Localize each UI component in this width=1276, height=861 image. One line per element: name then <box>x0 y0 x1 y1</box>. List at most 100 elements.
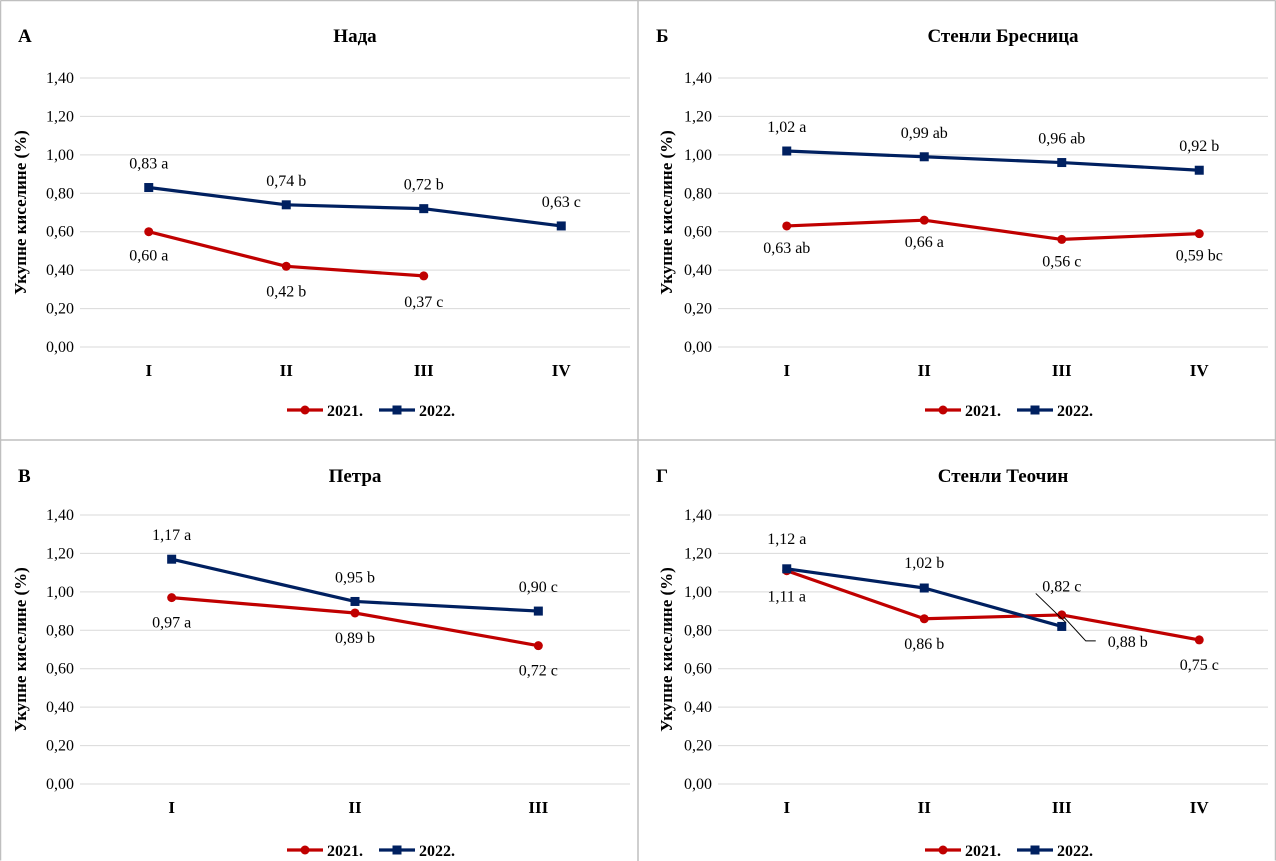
data-point-square <box>144 183 154 193</box>
data-point-square <box>1057 621 1067 631</box>
legend-label: 2022. <box>419 843 455 860</box>
data-point-circle <box>782 221 792 231</box>
data-point-circle <box>144 227 154 237</box>
data-label: 0,66 a <box>905 234 944 251</box>
data-point-square <box>782 564 792 574</box>
data-label: 0,95 b <box>335 569 375 586</box>
legend-marker-circle <box>300 405 310 415</box>
data-point-circle <box>533 641 543 651</box>
series-line-2021 <box>786 218 1200 241</box>
legend-marker-square <box>1030 845 1040 855</box>
data-point-square <box>419 204 429 214</box>
data-label: 0,90 c <box>519 579 558 596</box>
y-tick-label: 1,00 <box>684 584 712 601</box>
data-point-circle <box>167 593 177 603</box>
y-tick-label: 1,20 <box>46 545 74 562</box>
panel-letter: А <box>18 26 32 47</box>
data-label: 0,86 b <box>904 636 944 653</box>
y-tick-label: 0,00 <box>684 339 712 356</box>
leader-line <box>1035 593 1067 623</box>
x-tick-label: IV <box>1190 798 1210 817</box>
y-tick-label: 0,40 <box>46 699 74 716</box>
y-tick-label: 0,20 <box>46 738 74 755</box>
data-point-square <box>1057 158 1067 168</box>
data-point-square <box>919 583 929 593</box>
y-axis-title: Укупне киселине (%) <box>11 567 30 732</box>
y-tick-label: 0,80 <box>46 622 74 639</box>
data-label: 1,17 a <box>152 527 191 544</box>
data-point-square <box>281 200 291 210</box>
data-point-square <box>533 606 543 616</box>
data-label: 0,37 c <box>404 294 443 311</box>
y-axis-title: Укупне киселине (%) <box>657 130 676 295</box>
data-point-square <box>556 221 566 231</box>
x-tick-label: III <box>1052 361 1072 380</box>
legend-marker-circle <box>938 405 948 415</box>
chart-title: Стенли Теочин <box>938 466 1069 487</box>
y-tick-label: 1,00 <box>46 584 74 601</box>
y-tick-label: 0,20 <box>46 301 74 318</box>
y-tick-label: 1,00 <box>46 147 74 164</box>
x-tick-label: IV <box>552 361 572 380</box>
y-tick-label: 0,00 <box>46 339 74 356</box>
legend-label: 2022. <box>1057 843 1093 860</box>
legend-marker-circle <box>300 845 310 855</box>
series-line-2021 <box>786 569 1200 642</box>
data-point-circle <box>1194 635 1204 645</box>
chart-svg: Б Стенли Бресница 0,00 0,20 0,40 0,60 0,80 1,00… <box>656 26 1268 420</box>
data-label: 1,02 a <box>767 119 806 136</box>
x-tick-label: I <box>783 798 790 817</box>
y-tick-label: 0,40 <box>684 262 712 279</box>
y-tick-label: 1,40 <box>46 70 74 87</box>
data-label: 0,42 b <box>266 283 306 300</box>
y-tick-label: 0,60 <box>684 224 712 241</box>
data-point-square <box>167 554 177 564</box>
y-tick-label: 1,00 <box>684 147 712 164</box>
data-label: 0,75 c <box>1180 657 1219 674</box>
x-tick-label: III <box>528 798 548 817</box>
x-tick-label: II <box>918 798 932 817</box>
x-tick-label: II <box>918 361 932 380</box>
chart-title: Стенли Бресница <box>927 26 1079 47</box>
data-label: 0,72 c <box>519 663 558 680</box>
y-tick-label: 0,40 <box>46 262 74 279</box>
data-label: 0,83 a <box>129 156 168 173</box>
x-tick-label: II <box>348 798 362 817</box>
data-label: 0,99 ab <box>901 125 948 142</box>
chart-title: Нада <box>333 26 377 47</box>
chart-svg: А Нада 0,00 0,20 0,40 0,60 0,80 1,00 1,20 1,40 Уку… <box>11 26 630 420</box>
chart-svg: Г Стенли Теочин 0,00 0,20 0,40 0,60 0,80 1,00 1,… <box>656 466 1268 860</box>
y-tick-label: 1,20 <box>684 545 712 562</box>
legend-label: 2022. <box>419 403 455 420</box>
legend-label: 2022. <box>1057 403 1093 420</box>
y-tick-label: 0,60 <box>46 661 74 678</box>
panel-letter: В <box>18 466 31 487</box>
y-tick-label: 0,80 <box>684 185 712 202</box>
data-point-circle <box>350 608 360 618</box>
data-point-square <box>350 596 360 606</box>
data-label: 1,12 a <box>767 531 806 548</box>
x-tick-label: I <box>168 798 175 817</box>
y-tick-label: 0,60 <box>684 661 712 678</box>
data-label: 1,11 a <box>767 589 806 606</box>
chart-panel-v: В Петра 0,00 0,20 0,40 0,60 0,80 1,00 1,20 1,40 Ук… <box>0 440 638 861</box>
legend-marker-square <box>1030 405 1040 415</box>
data-point-circle <box>1194 229 1204 239</box>
data-point-circle <box>281 261 291 271</box>
y-tick-label: 0,20 <box>684 738 712 755</box>
y-tick-label: 0,60 <box>46 224 74 241</box>
chart-title: Петра <box>329 466 382 487</box>
legend-marker-square <box>392 845 402 855</box>
legend-label: 2021. <box>327 403 363 420</box>
y-tick-label: 1,20 <box>46 108 74 125</box>
x-tick-label: III <box>1052 798 1072 817</box>
data-point-circle <box>919 614 929 624</box>
data-label: 0,72 b <box>404 177 444 194</box>
data-point-circle <box>1057 234 1067 244</box>
y-axis-title: Укупне киселине (%) <box>11 130 30 295</box>
y-tick-label: 1,20 <box>684 108 712 125</box>
y-tick-label: 0,20 <box>684 301 712 318</box>
x-tick-label: IV <box>1190 361 1210 380</box>
chart-svg: В Петра 0,00 0,20 0,40 0,60 0,80 1,00 1,20 1,40 Ук… <box>11 466 630 860</box>
leader-line <box>1063 616 1096 642</box>
